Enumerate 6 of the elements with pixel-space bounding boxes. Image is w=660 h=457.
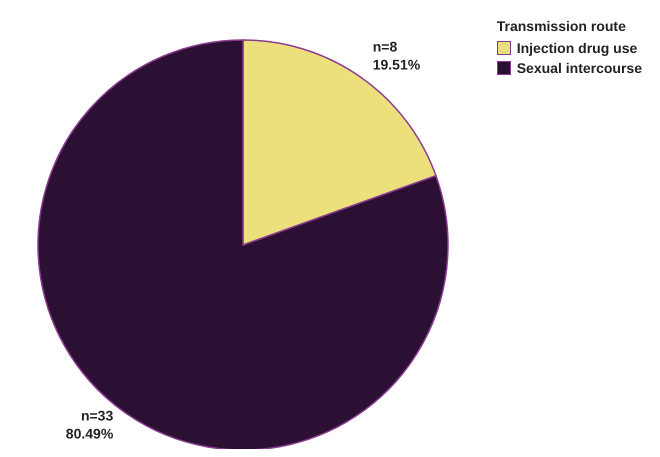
legend-label: Sexual intercourse: [516, 60, 642, 76]
data-label: n=33 80.49%: [66, 407, 114, 442]
legend-label: Injection drug use: [516, 40, 638, 56]
data-label: n=8 19.51%: [372, 38, 421, 73]
pie-slice: [37, 39, 449, 449]
legend-title: Transmission route: [496, 18, 627, 34]
